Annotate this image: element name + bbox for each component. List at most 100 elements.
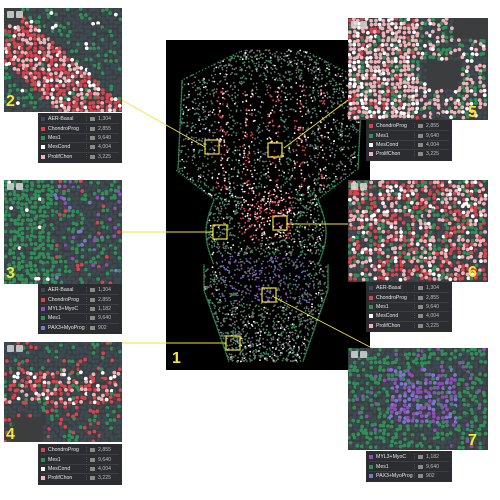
cell-dot <box>324 92 326 94</box>
legend-swatch <box>41 155 45 159</box>
cell-dot <box>231 116 233 118</box>
cell-dot <box>222 229 224 231</box>
cell-dot <box>195 137 197 139</box>
cell-dot <box>96 24 100 28</box>
legend-item[interactable]: ProlifChon ⋮ 3,225 <box>41 153 119 161</box>
cell-dot <box>196 112 198 114</box>
cell-dot <box>325 147 327 149</box>
cell-dot <box>245 316 247 318</box>
cell-dot <box>201 149 203 151</box>
cell-dot <box>217 321 219 323</box>
cell-dot <box>39 8 43 12</box>
cell-dot <box>238 203 240 205</box>
legend-item[interactable]: ChondroProg ⋮ 2,855 <box>41 124 119 133</box>
cell-dot <box>313 309 315 311</box>
cell-dot <box>244 339 246 341</box>
cell-dot <box>246 134 248 136</box>
cell-dot <box>20 207 24 211</box>
cell-dot <box>268 176 270 178</box>
tissue-edge <box>351 173 353 175</box>
cell-dot <box>277 215 279 217</box>
cell-dot <box>291 353 293 355</box>
cell-dot <box>314 208 316 210</box>
cell-dot <box>72 109 76 112</box>
more-options-icon[interactable]: ⋮ <box>84 144 89 150</box>
cell-dot <box>114 67 118 71</box>
cell-dot <box>75 33 79 37</box>
cell-dot <box>29 218 33 222</box>
cell-dot <box>288 328 290 330</box>
more-options-icon[interactable]: ⋮ <box>84 135 89 141</box>
tissue-edge <box>213 318 215 320</box>
cell-dot <box>242 275 244 277</box>
cell-dot <box>272 280 274 282</box>
cell-dot <box>259 224 261 226</box>
cell-dot <box>225 132 227 134</box>
cell-dot <box>335 125 337 127</box>
cell-dot <box>224 144 226 146</box>
cell-dot <box>229 353 231 355</box>
cell-dot <box>240 201 242 203</box>
cell-dot <box>210 225 212 227</box>
cell-dot <box>192 87 194 89</box>
panel-expand-icon[interactable] <box>16 183 23 190</box>
cell-dot <box>201 187 203 189</box>
tissue-edge <box>179 134 181 136</box>
cell-dot <box>269 49 271 51</box>
cell-dot <box>184 84 186 86</box>
more-options-icon[interactable]: ⋮ <box>84 154 89 160</box>
cell-dot <box>283 131 285 133</box>
cell-dot <box>273 320 275 322</box>
tissue-edge <box>325 231 327 233</box>
cell-dot <box>246 108 248 110</box>
cell-dot <box>319 224 321 226</box>
cell-dot <box>228 164 230 166</box>
legend-item[interactable]: Mes1 ⋮ 9,640 <box>41 134 119 143</box>
cell-dot <box>71 33 75 37</box>
cell-dot <box>279 341 281 343</box>
tissue-edge <box>358 144 360 146</box>
cell-dot <box>46 109 50 112</box>
cell-dot <box>243 226 245 228</box>
tissue-edge <box>310 339 312 341</box>
cell-dot <box>96 9 100 13</box>
cell-dot <box>320 170 322 172</box>
cell-dot <box>261 302 263 304</box>
cell-dot <box>186 115 188 117</box>
cell-dot <box>315 77 317 79</box>
legend-item[interactable]: AER-Basal ⋮ 1,304 <box>41 115 119 124</box>
cell-dot <box>266 64 268 66</box>
cell-dot <box>110 66 114 70</box>
cell-dot <box>306 129 308 131</box>
tissue-edge <box>188 179 190 181</box>
cell-dot <box>225 286 227 288</box>
cell-dot <box>243 62 245 64</box>
more-options-icon[interactable]: ⋮ <box>84 126 89 132</box>
cell-dot <box>222 261 224 263</box>
cell-dot <box>244 307 246 309</box>
cell-dot <box>268 195 270 197</box>
cell-dot <box>295 57 297 59</box>
cell-dot <box>222 254 224 256</box>
cell-dot <box>8 80 12 84</box>
panel-menu-icon[interactable] <box>7 11 14 18</box>
tissue-edge <box>211 65 213 67</box>
cell-dot <box>226 338 228 340</box>
cell-dot <box>338 93 340 95</box>
panel-menu-icon[interactable] <box>7 183 14 190</box>
cell-dot <box>96 83 100 87</box>
cell-dot <box>278 73 280 75</box>
cell-dot <box>181 150 183 152</box>
panel-expand-icon[interactable] <box>16 11 23 18</box>
cell-dot <box>241 233 243 235</box>
cell-dot <box>215 286 217 288</box>
cell-dot <box>328 66 330 68</box>
legend-item[interactable]: MesCond ⋮ 4,004 <box>41 143 119 152</box>
more-options-icon[interactable]: ⋮ <box>84 116 89 122</box>
cell-dot <box>222 324 224 326</box>
cell-dot <box>320 110 322 112</box>
cell-dot <box>295 149 297 151</box>
cell-dot <box>97 204 101 208</box>
cell-dot <box>38 50 42 54</box>
tissue-edge <box>233 54 235 56</box>
